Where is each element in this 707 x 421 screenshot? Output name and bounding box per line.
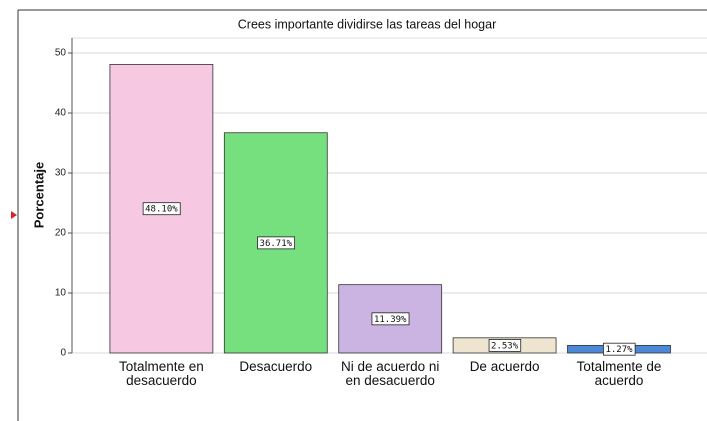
y-axis-label: Porcentaje [31,162,46,228]
value-label-box [603,342,636,356]
y-tick-label: 0 [60,348,66,359]
value-label: 11.39% [374,315,407,325]
x-tick-label: De acuerdo [469,359,540,374]
marker [11,211,17,219]
bar [223,132,328,354]
x-tick-label: Ni de acuerdo ni en desacuerdo [341,359,440,388]
y-tick-label: 10 [55,288,67,299]
value-label: 2.53% [491,341,519,351]
x-tick-label: Totalmente de acuerdo [576,359,662,388]
value-label-box [142,202,181,216]
chart-title: Crees importante dividirse las tareas de… [238,17,496,31]
value-label-box [257,236,296,250]
y-tick-label: 20 [55,228,67,239]
y-tick-label: 40 [55,108,67,119]
value-label-box [488,339,522,352]
value-label: 1.27% [605,345,633,355]
y-tick-label: 30 [55,168,67,179]
value-label-box [371,312,410,326]
x-tick-label: Totalmente en desacuerdo [118,359,204,388]
y-tick-label: 50 [55,48,67,59]
value-label: 36.71% [260,239,293,249]
value-label: 48.10% [145,205,178,215]
x-tick-label: Desacuerdo [239,359,313,374]
